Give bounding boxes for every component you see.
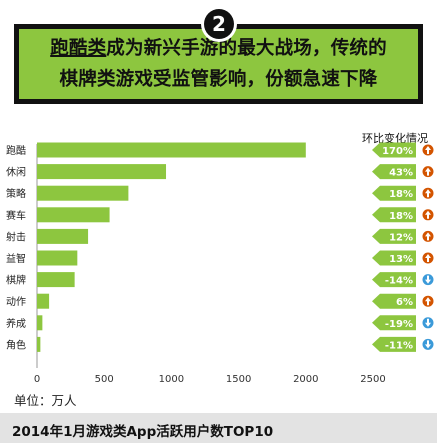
arrow-down-glyph-9 xyxy=(425,340,431,349)
change-value-7: 6% xyxy=(396,297,413,308)
change-value-9: -11% xyxy=(385,340,413,351)
bar-3 xyxy=(37,207,110,223)
headline-line-1: 跑酷类成为新兴手游的最大战场，传统的 xyxy=(19,34,418,60)
change-value-2: 18% xyxy=(389,189,413,200)
x-tick-label-2: 1000 xyxy=(159,374,184,385)
category-label-9: 角色 xyxy=(6,338,26,351)
x-tick-label-4: 2000 xyxy=(293,374,318,385)
change-value-1: 43% xyxy=(389,168,413,179)
headline-line-1-text: 成为新兴手游的最大战场，传统的 xyxy=(106,38,387,59)
category-label-4: 射击 xyxy=(6,231,26,243)
change-tag-2 xyxy=(372,185,416,201)
section-number: 2 xyxy=(212,12,226,36)
bar-4 xyxy=(37,228,89,244)
unit-label: 单位：万人 xyxy=(14,393,77,408)
bar-7 xyxy=(37,293,50,309)
arrow-up-glyph-5 xyxy=(425,254,431,262)
bar-8 xyxy=(37,315,43,331)
arrow-up-glyph-7 xyxy=(425,297,431,306)
change-tag-6 xyxy=(372,272,416,288)
change-value-8: -19% xyxy=(385,319,413,330)
change-tag-0 xyxy=(372,142,416,158)
x-tick-label-1: 500 xyxy=(95,374,114,385)
x-tick-label-3: 1500 xyxy=(226,374,251,385)
arrow-up-glyph-0 xyxy=(425,146,431,154)
arrow-down-glyph-8 xyxy=(425,318,431,327)
x-tick-label-0: 0 xyxy=(34,374,40,385)
arrow-up-glyph-3 xyxy=(425,210,431,219)
chart-title-bar: 2014年1月游戏类App活跃用户数TOP10 xyxy=(0,413,437,443)
headline-line-2: 棋牌类游戏受监管影响，份额急速下降 xyxy=(59,69,378,90)
arrow-up-glyph-2 xyxy=(425,189,431,198)
bar-0 xyxy=(37,142,306,158)
change-value-4: 12% xyxy=(389,232,413,243)
arrow-up-glyph-4 xyxy=(425,232,431,241)
section-number-badge: 2 xyxy=(204,9,234,39)
change-value-5: 13% xyxy=(389,254,413,265)
change-value-6: -14% xyxy=(385,276,413,287)
bar-6 xyxy=(37,272,75,288)
change-tag-5 xyxy=(372,250,416,266)
category-label-1: 休闲 xyxy=(6,166,26,179)
change-tag-8 xyxy=(372,315,416,331)
change-column-header: 环比变化情况 xyxy=(362,132,428,145)
category-label-3: 赛车 xyxy=(6,209,26,222)
category-label-8: 养成 xyxy=(6,317,26,330)
bar-2 xyxy=(37,185,129,201)
change-value-3: 18% xyxy=(389,211,413,222)
category-label-6: 棋牌 xyxy=(6,274,26,287)
bar-9 xyxy=(37,336,41,352)
category-label-7: 动作 xyxy=(6,296,26,308)
chart-title: 2014年1月游戏类App活跃用户数TOP10 xyxy=(12,424,274,440)
change-tag-9 xyxy=(372,336,416,352)
change-tag-7 xyxy=(372,293,416,309)
change-tag-3 xyxy=(372,207,416,223)
category-label-2: 策略 xyxy=(6,187,26,200)
change-tag-1 xyxy=(372,164,416,180)
arrow-down-glyph-6 xyxy=(425,275,431,284)
category-label-0: 跑酷 xyxy=(6,144,26,157)
change-tag-4 xyxy=(372,228,416,244)
arrow-up-glyph-1 xyxy=(425,167,431,176)
headline-highlight: 跑酷类 xyxy=(50,38,107,59)
bar-5 xyxy=(37,250,78,266)
category-label-5: 益智 xyxy=(6,252,26,265)
bar-chart: 跑酷 170% 休闲 43% 策略 18% 赛车 18% 射击 12% 益智 13% 棋牌 -14% 动作 6… xyxy=(6,142,435,385)
x-tick-label-5: 2500 xyxy=(360,374,385,385)
bar-1 xyxy=(37,164,167,180)
change-value-0: 170% xyxy=(382,146,413,157)
